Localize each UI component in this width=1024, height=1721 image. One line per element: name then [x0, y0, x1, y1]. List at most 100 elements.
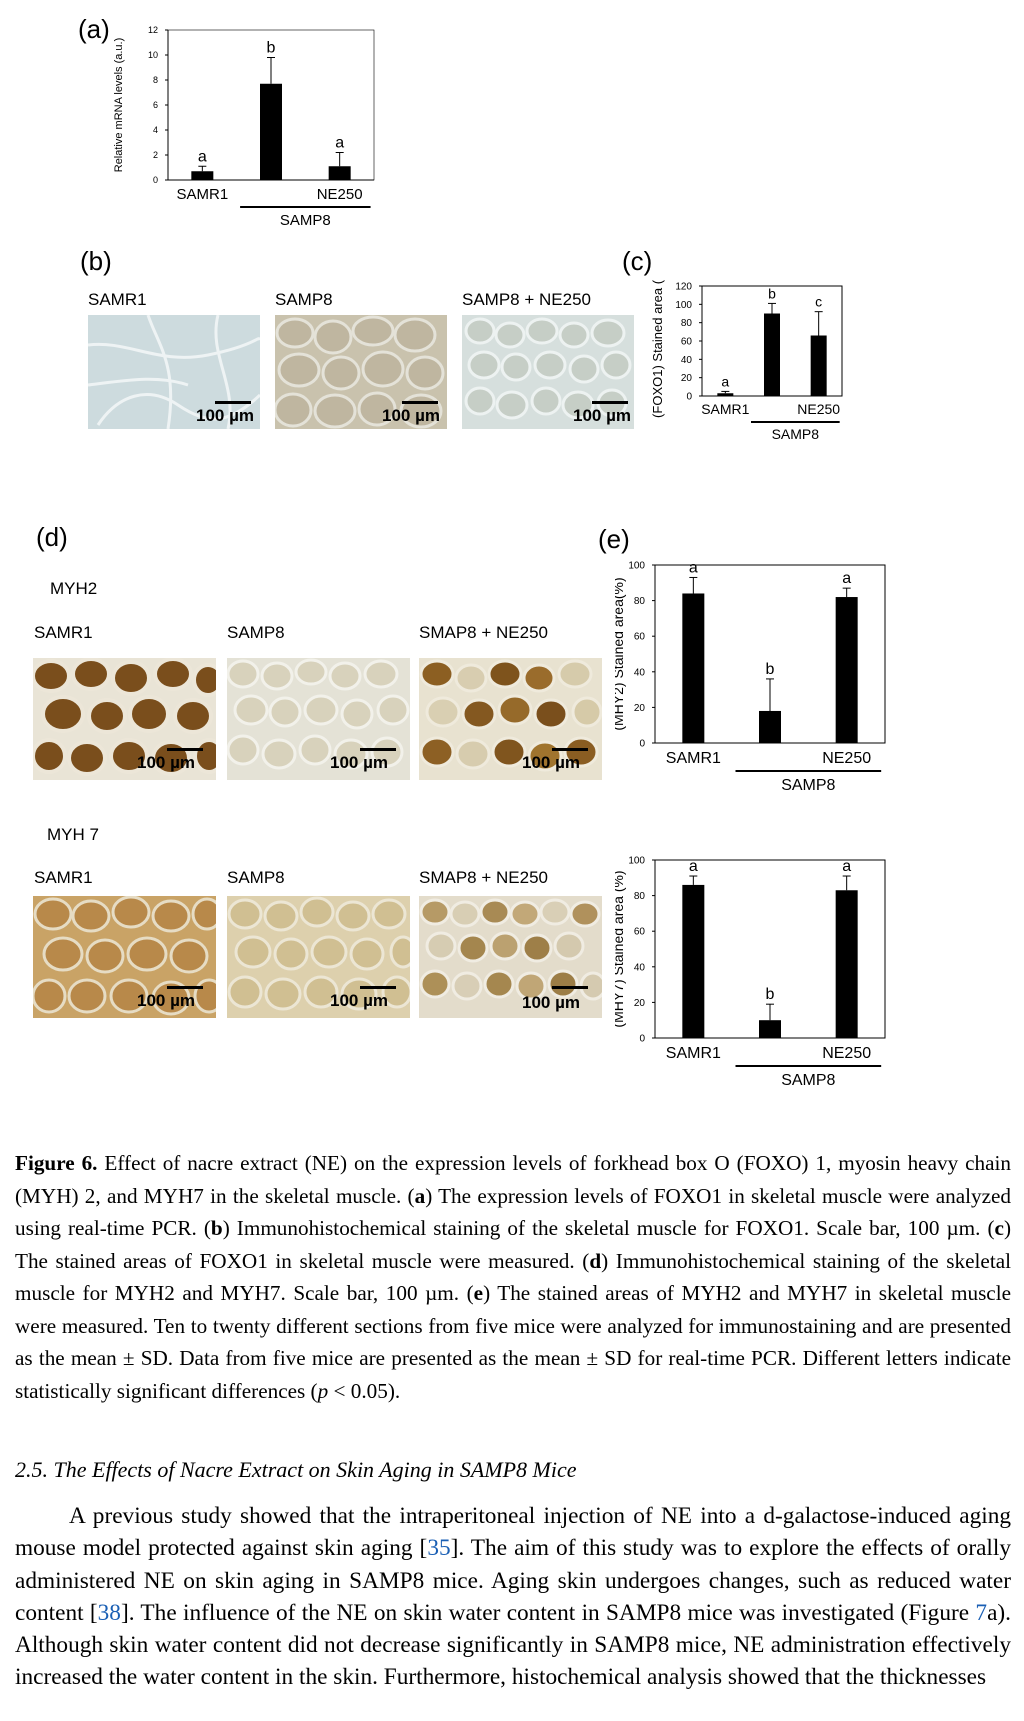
chart-e1-xtick-label: SAMR1 [666, 750, 721, 767]
chart-c-ytick-label: 0 [686, 392, 692, 403]
caption-b-text: ) Immunohistochemical staining of the sk… [222, 1216, 995, 1240]
scale-label-d1: 100 µm [137, 753, 195, 772]
caption-label: Figure 6. [15, 1151, 98, 1175]
scale-label-b2: 100 µm [382, 406, 440, 425]
chart-e1-letter: a [689, 559, 698, 576]
b-label-samp8: SAMP8 [275, 290, 333, 309]
chart-a-letter: a [198, 148, 207, 165]
figure-caption: Figure 6. Effect of nacre extract (NE) o… [15, 1147, 1011, 1407]
chart-e1-ylabel: (MHY2) Stained area(%) [615, 577, 626, 730]
chart-e2-xtick-label: SAMR1 [666, 1045, 721, 1062]
chart-e1-ytick-label: 80 [634, 596, 646, 607]
chart-e1-ytick-label: 100 [628, 561, 645, 572]
chart-e2-ytick-label: 40 [634, 962, 646, 973]
micrograph-b-samr1 [88, 315, 260, 429]
section-heading: 2.5. The Effects of Nacre Extract on Ski… [15, 1457, 577, 1482]
body-paragraph: A previous study showed that the intrape… [15, 1500, 1011, 1694]
chart-e1-bar-samp8 [759, 710, 781, 743]
scale-label-d2: 100 µm [330, 753, 388, 772]
panel-label-e: (e) [598, 524, 630, 554]
chart-e2-ytick-label: 60 [634, 927, 646, 938]
scale-bar-d2 [360, 748, 396, 751]
chart-e2-ytick-label: 0 [639, 1034, 645, 1045]
d-myh7-label-samr1: SAMR1 [34, 868, 93, 887]
chart-e1-ytick-label: 20 [634, 703, 646, 714]
chart-a-foxo1-mrna: 0 2 4 6 8 10 12 Relative mRNA levels (a.u.) a b a S… [113, 25, 375, 229]
scale-bar-b3 [592, 401, 628, 404]
caption-d-text: ) Immunohistochemical staining of the sk… [15, 1248, 1011, 1306]
micrograph-d-myh7-samr1 [33, 896, 216, 1018]
caption-c-text: ) The stained areas of FOXO1 in skeletal… [15, 1216, 1011, 1273]
caption-d: d [589, 1248, 602, 1273]
chart-e2-group-label: SAMP8 [781, 1072, 835, 1089]
chart-c-ytick-label: 60 [681, 337, 693, 348]
caption-e-text: ) The stained areas of MYH2 and MYH7 in … [15, 1281, 1012, 1403]
d-myh7-label-ne250: SMAP8 + NE250 [419, 868, 548, 887]
chart-a-xtick-label: SAMR1 [176, 186, 228, 203]
micrograph-d-myh2-samp8 [227, 658, 410, 780]
scale-bar-b2 [402, 401, 438, 404]
micrograph-d-myh2-ne250 [419, 658, 602, 780]
chart-e-myh7-stained-area: 0 20 40 60 80 100(MHY7) Stained area (%) a b a SA… [615, 856, 886, 1089]
caption-p: p [317, 1378, 329, 1403]
chart-a-ytick-label: 8 [153, 75, 158, 85]
para-text-3: ]. The influence of the NE on skin water… [120, 1599, 976, 1626]
chart-a-bar-samr1 [191, 171, 214, 180]
d-myh7-label-samp8: SAMP8 [227, 868, 285, 887]
micrograph-d-myh7-ne250 [419, 896, 602, 1018]
d-title-myh7: MYH 7 [47, 825, 99, 844]
scale-label-d4: 100 µm [137, 991, 195, 1010]
scale-bar-d1 [167, 748, 203, 751]
chart-a-ylabel: Relative mRNA levels (a.u.) [113, 38, 125, 173]
chart-c-letter: a [721, 373, 729, 389]
b-label-samp8-ne250: SAMP8 + NE250 [462, 290, 591, 309]
caption-e: e [473, 1281, 484, 1305]
chart-a-bar-ne250 [328, 166, 351, 180]
chart-c-ytick-label: 20 [681, 373, 693, 384]
scale-label-d3: 100 µm [522, 753, 580, 772]
chart-e2-ytick-label: 80 [634, 891, 646, 902]
chart-c-ylabel: (FOXO1) Stained area (%) [650, 280, 665, 418]
chart-c-ytick-label: 120 [675, 282, 692, 293]
chart-a-group-label: SAMP8 [280, 212, 331, 229]
chart-c-ytick-label: 100 [675, 300, 692, 311]
chart-c-xtick-label: NE250 [797, 401, 840, 417]
micrograph-d-myh2-samr1 [33, 658, 216, 780]
reference-link-35[interactable]: 35 [427, 1535, 451, 1562]
chart-c-xtick-label: SAMR1 [701, 401, 749, 417]
micrograph-b-samp8 [275, 315, 447, 429]
chart-c-foxo1-stained-area: 0 20 40 60 80 100 120 (FOXO1) Stained area (%) a… [650, 280, 843, 442]
scale-bar-b1 [215, 401, 251, 404]
chart-a-xtick-label: NE250 [317, 186, 363, 203]
chart-a-bar-samp8 [260, 83, 282, 180]
scale-bar-d3 [552, 748, 588, 751]
figure-link-7[interactable]: 7 [975, 1599, 988, 1626]
chart-c-bar-samr1 [717, 393, 734, 396]
caption-intro: Effect of nacre extract (NE) on the expr… [15, 1151, 1011, 1208]
caption-b: b [210, 1216, 223, 1240]
para-text-1: A previous study showed that the intrape… [15, 1503, 1011, 1562]
chart-a-ytick-label: 4 [153, 125, 158, 135]
chart-e1-ytick-label: 60 [634, 632, 646, 643]
chart-e1-ytick-label: 40 [634, 667, 646, 678]
caption-c: c [994, 1216, 1004, 1240]
chart-e2-letter: a [689, 858, 698, 875]
scale-bar-d4 [167, 986, 203, 989]
chart-e1-xtick-label: NE250 [822, 750, 871, 767]
chart-a-ytick-label: 2 [153, 150, 158, 160]
chart-e1-bar-samr1 [682, 593, 705, 743]
d-myh2-label-samr1: SAMR1 [34, 623, 93, 642]
scale-label-b1: 100 µm [196, 406, 254, 425]
d-myh2-label-ne250: SMAP8 + NE250 [419, 623, 548, 642]
para-text-4: a). Although skin water content did not … [15, 1599, 1011, 1691]
reference-link-38[interactable]: 38 [97, 1599, 121, 1626]
chart-e1-group-label: SAMP8 [781, 777, 835, 794]
chart-a-letter: a [335, 135, 344, 152]
chart-e2-bar-samr1 [682, 884, 705, 1038]
chart-e1-ytick-label: 0 [639, 739, 645, 750]
chart-a-ytick-label: 6 [153, 100, 158, 110]
chart-e2-bar-samp8 [759, 1020, 781, 1038]
scale-label-d5: 100 µm [330, 991, 388, 1010]
chart-e1-bar-ne250 [835, 597, 858, 743]
chart-e2-letter: a [842, 858, 851, 875]
